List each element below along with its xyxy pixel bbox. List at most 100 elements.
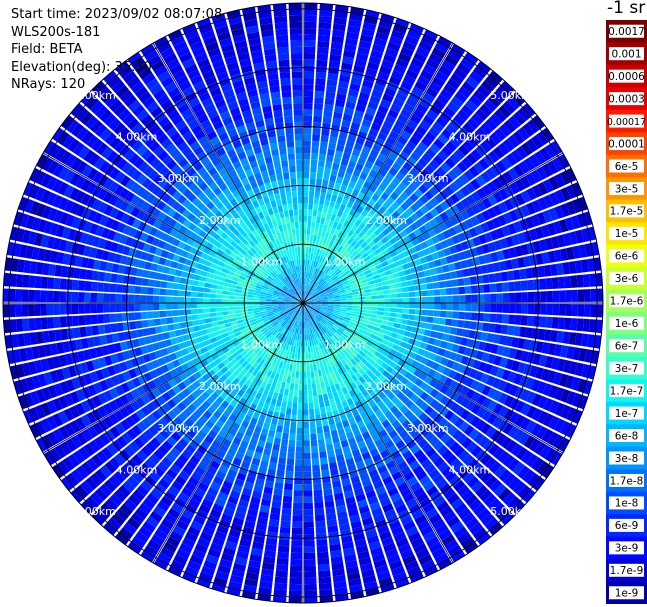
gate-cell	[221, 307, 229, 312]
gate-cell	[446, 237, 455, 247]
gate-cell	[303, 178, 309, 185]
gate-cell	[327, 299, 335, 302]
gate-cell	[321, 342, 326, 349]
gate-cell	[340, 342, 347, 350]
gate-cell	[303, 509, 314, 516]
gate-cell	[309, 259, 312, 267]
gate-cell	[380, 192, 390, 201]
gate-cell	[468, 267, 476, 276]
gate-cell	[405, 498, 418, 509]
gate-cell	[347, 323, 355, 329]
gate-cell	[274, 582, 288, 590]
gate-cell	[405, 197, 415, 207]
gate-cell	[344, 206, 351, 214]
gate-cell	[428, 337, 436, 345]
gate-cell	[314, 294, 321, 298]
gate-cell	[334, 340, 341, 347]
gate-cell	[322, 205, 329, 213]
gate-cell	[405, 424, 416, 434]
gate-cell	[390, 369, 399, 378]
gate-cell	[428, 541, 443, 554]
gate-cell	[469, 276, 477, 285]
gate-cell	[103, 282, 111, 293]
gate-cell	[397, 346, 406, 354]
gate-cell	[347, 368, 355, 377]
gate-cell	[317, 166, 324, 174]
gate-cell	[313, 309, 319, 314]
gate-cell	[167, 275, 175, 282]
gate-cell	[325, 161, 333, 169]
gate-cell	[389, 75, 402, 86]
gate-cell	[319, 279, 325, 286]
gate-cell	[449, 351, 458, 361]
gate-cell	[346, 307, 353, 311]
gate-cell	[395, 439, 406, 450]
gate-cell	[325, 360, 331, 368]
gate-cell	[405, 399, 415, 409]
gate-cell	[369, 448, 379, 457]
gate-cell	[449, 181, 460, 193]
gate-cell	[503, 212, 513, 224]
gate-cell	[571, 392, 582, 408]
gate-cell	[487, 498, 502, 512]
gate-cell	[545, 277, 553, 290]
gate-cell	[46, 290, 54, 302]
gate-cell	[583, 289, 591, 302]
gate-cell	[368, 280, 376, 285]
gate-cell	[316, 255, 321, 263]
gate-cell	[502, 492, 516, 506]
gate-cell	[508, 425, 519, 439]
gate-cell	[303, 290, 305, 297]
gate-cell	[310, 312, 316, 318]
gate-cell	[417, 141, 429, 152]
gate-cell	[327, 73, 339, 81]
gate-cell	[383, 334, 391, 341]
gate-cell	[304, 559, 316, 566]
gate-cell	[441, 60, 456, 72]
gate-cell	[324, 287, 331, 292]
gate-cell	[148, 327, 157, 335]
gate-cell	[499, 357, 508, 368]
gate-cell	[285, 408, 292, 415]
gate-cell	[365, 272, 373, 279]
gate-cell	[451, 235, 461, 245]
gate-cell	[331, 35, 344, 44]
gate-cell	[362, 166, 371, 175]
gate-cell	[559, 290, 566, 302]
gate-cell	[303, 396, 308, 403]
gate-cell	[565, 167, 577, 183]
gate-cell	[361, 389, 369, 398]
gate-cell	[444, 539, 459, 552]
gate-cell	[409, 351, 417, 360]
gate-cell	[537, 395, 548, 409]
gate-cell	[450, 550, 466, 563]
gate-cell	[326, 79, 338, 87]
gate-cell	[317, 47, 329, 55]
gate-cell	[429, 399, 440, 409]
gate-cell	[385, 47, 399, 58]
gate-cell	[514, 245, 523, 257]
gate-cell	[383, 289, 390, 295]
gate-cell	[161, 273, 169, 281]
gate-cell	[447, 169, 458, 181]
gate-cell	[341, 323, 348, 328]
gate-cell	[122, 284, 129, 294]
gate-cell	[191, 314, 198, 321]
gate-cell	[342, 249, 349, 257]
gate-cell	[359, 397, 368, 406]
gate-cell	[154, 326, 163, 334]
gate-cell	[190, 303, 197, 309]
gate-cell	[581, 333, 589, 347]
gate-cell	[246, 300, 254, 303]
gate-cell	[358, 293, 366, 297]
gate-cell	[369, 232, 377, 240]
gate-cell	[314, 317, 319, 324]
gate-cell	[403, 124, 415, 135]
gate-cell	[404, 330, 412, 338]
gate-cell	[558, 276, 566, 289]
gate-cell	[571, 182, 583, 197]
gate-cell	[494, 324, 502, 334]
gate-cell	[476, 126, 489, 140]
gate-cell	[465, 494, 478, 507]
gate-cell	[482, 197, 492, 209]
